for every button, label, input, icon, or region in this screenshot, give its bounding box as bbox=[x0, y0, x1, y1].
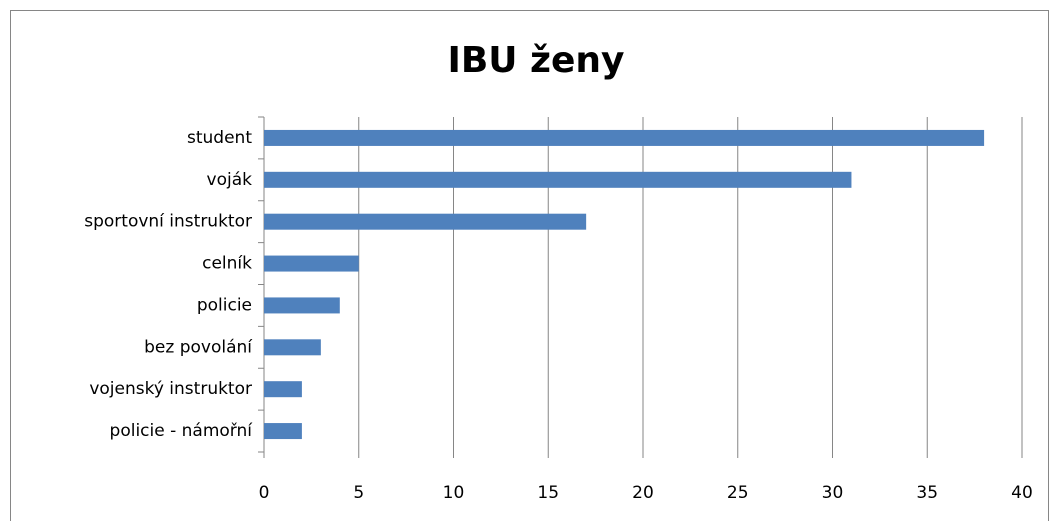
y-tick-label: student bbox=[187, 128, 252, 148]
x-tick-label: 5 bbox=[353, 483, 364, 503]
bar bbox=[264, 423, 302, 440]
bar bbox=[264, 297, 340, 314]
bar bbox=[264, 171, 852, 188]
y-tick-label: vojenský instruktor bbox=[89, 379, 252, 399]
x-tick-label: 20 bbox=[632, 483, 654, 503]
x-tick-label: 10 bbox=[443, 483, 465, 503]
chart-title: IBU ženy bbox=[447, 40, 624, 81]
y-tick-label: voják bbox=[207, 170, 253, 190]
bar bbox=[264, 381, 302, 398]
x-tick-label: 15 bbox=[537, 483, 559, 503]
bar bbox=[264, 129, 985, 146]
x-tick-label: 35 bbox=[916, 483, 938, 503]
bar bbox=[264, 213, 587, 230]
bar bbox=[264, 339, 321, 356]
x-tick-label: 0 bbox=[259, 483, 270, 503]
y-tick-label: sportovní instruktor bbox=[84, 212, 252, 232]
x-tick-label: 40 bbox=[1011, 483, 1033, 503]
y-tick-label: policie bbox=[197, 295, 252, 315]
y-tick-label: policie - námořní bbox=[110, 421, 254, 441]
chart-frame bbox=[10, 10, 1049, 521]
x-tick-label: 30 bbox=[822, 483, 844, 503]
x-tick-label: 25 bbox=[727, 483, 749, 503]
y-tick-label: celník bbox=[202, 254, 252, 274]
bar bbox=[264, 255, 359, 272]
y-tick-label: bez povolání bbox=[144, 337, 253, 357]
